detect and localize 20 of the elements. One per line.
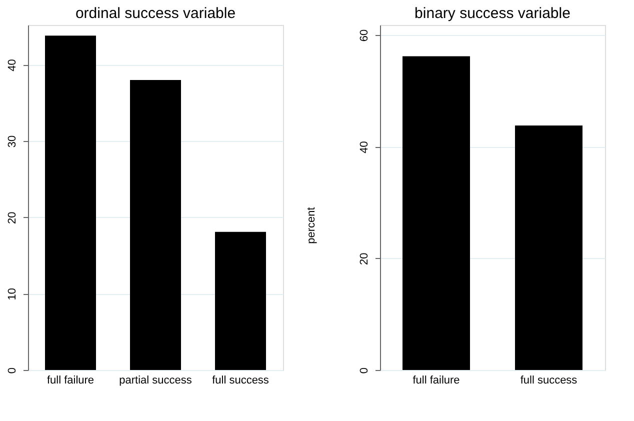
- y-tick-label: 10: [6, 288, 18, 300]
- bar: [130, 80, 181, 370]
- x-tick-label: full failure: [46, 374, 94, 386]
- y-tick-label: 0: [358, 367, 370, 374]
- x-tick-label: partial success: [119, 374, 192, 386]
- y-tick-label: 20: [358, 252, 370, 265]
- y-tick-label: 20: [6, 212, 18, 224]
- y-tick-label: 30: [6, 135, 18, 148]
- x-tick-label: full failure: [412, 374, 460, 386]
- x-tick-label: full success: [212, 374, 270, 386]
- x-tick-label: full success: [520, 374, 578, 386]
- y-axis-title: percent: [306, 207, 318, 244]
- chart-title: ordinal success variable: [75, 5, 236, 22]
- chart-title: binary success variable: [414, 5, 570, 22]
- y-tick-label: 40: [358, 141, 370, 154]
- bar: [45, 36, 96, 370]
- bar: [215, 232, 266, 370]
- y-tick-label: 0: [6, 367, 18, 374]
- y-tick-label: 60: [358, 29, 370, 42]
- y-tick-label: 40: [6, 59, 18, 72]
